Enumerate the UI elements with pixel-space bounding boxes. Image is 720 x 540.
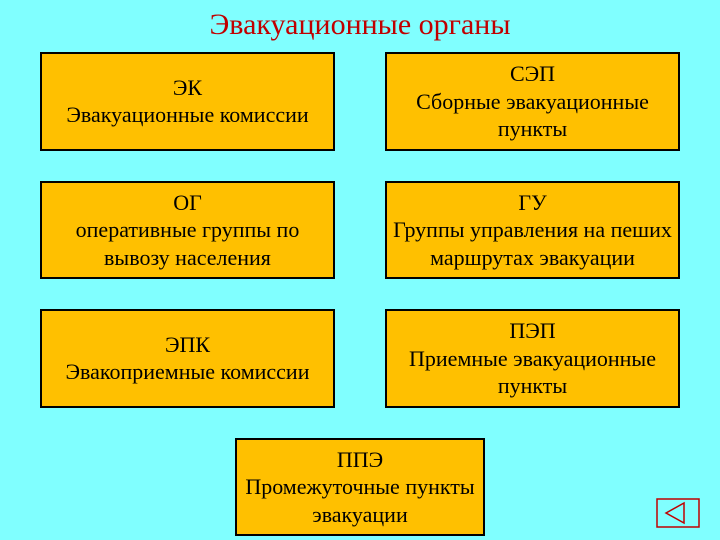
box-og: ОГ оперативные группы по вывозу населени…: [40, 181, 335, 280]
box-abbr: ОГ: [46, 189, 329, 217]
box-sep: СЭП Сборные эвакуационные пункты: [385, 52, 680, 151]
back-arrow-icon[interactable]: [656, 498, 700, 528]
box-label: Эвакоприемные комиссии: [46, 358, 329, 386]
box-pep: ПЭП Приемные эвакуационные пункты: [385, 309, 680, 408]
box-abbr: ПЭП: [391, 317, 674, 345]
box-epk: ЭПК Эвакоприемные комиссии: [40, 309, 335, 408]
box-label: Сборные эвакуационные пункты: [391, 88, 674, 143]
box-abbr: ЭПК: [46, 331, 329, 359]
box-ek: ЭК Эвакуационные комиссии: [40, 52, 335, 151]
boxes-grid: ЭК Эвакуационные комиссии СЭП Сборные эв…: [0, 52, 720, 408]
box-ppe: ППЭ Промежуточные пункты эвакуации: [235, 438, 485, 537]
box-label: Группы управления на пеших маршрутах эва…: [391, 216, 674, 271]
box-label: Приемные эвакуационные пункты: [391, 345, 674, 400]
box-abbr: ЭК: [46, 74, 329, 102]
box-abbr: ППЭ: [241, 446, 479, 474]
page-title: Эвакуационные органы: [0, 0, 720, 52]
box-abbr: СЭП: [391, 60, 674, 88]
box-gu: ГУ Группы управления на пеших маршрутах …: [385, 181, 680, 280]
bottom-row: ППЭ Промежуточные пункты эвакуации: [0, 438, 720, 537]
box-abbr: ГУ: [391, 189, 674, 217]
box-label: оперативные группы по вывозу населения: [46, 216, 329, 271]
box-label: Эвакуационные комиссии: [46, 101, 329, 129]
box-label: Промежуточные пункты эвакуации: [241, 473, 479, 528]
